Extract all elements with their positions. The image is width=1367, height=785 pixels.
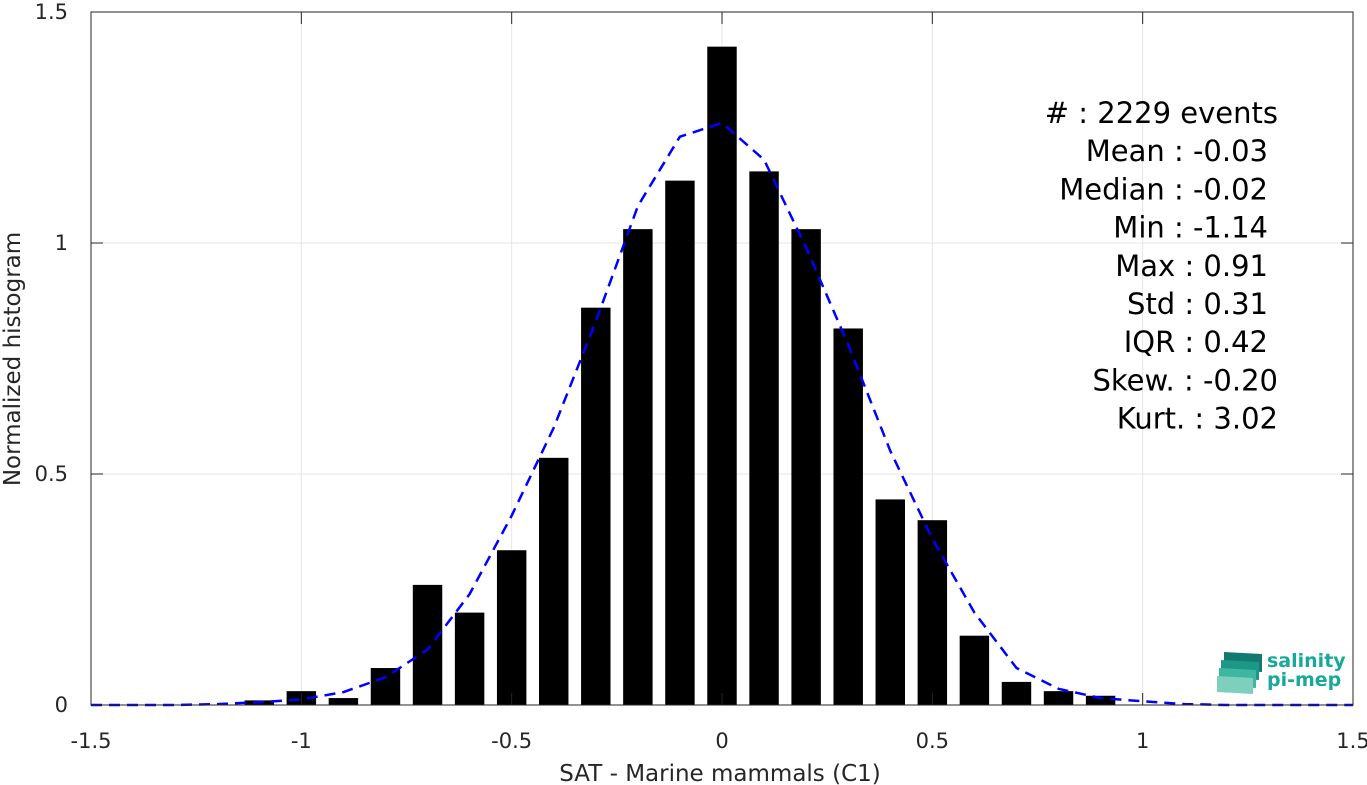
y-tick-label: 1.5 (35, 0, 68, 24)
wave-logo-icon (1217, 652, 1262, 694)
y-tick-label: 0 (55, 693, 68, 717)
fit-curve (91, 121, 1353, 707)
histogram-bar (539, 457, 569, 705)
histogram-bar (875, 499, 905, 705)
y-tick-labels: 0 0.5 1 1.5 (35, 0, 68, 717)
stats-line: Mean : -0.03 (1086, 134, 1268, 168)
histogram-bar (1085, 695, 1116, 705)
stats-annotation: # : 2229 events Mean : -0.03 Median : -0.0… (1045, 96, 1278, 436)
x-tick-label: -1.5 (71, 729, 112, 753)
y-tick-label: 0.5 (35, 462, 68, 486)
histogram-bar (791, 229, 821, 705)
x-tick-label: 1 (1136, 729, 1149, 753)
histogram-bar (1043, 691, 1074, 705)
x-tick-label: -1 (291, 729, 312, 753)
salinity-pi-mep-logo: salinity pi-mep (1217, 650, 1346, 694)
histogram-bar (454, 612, 485, 705)
logo-text-line1: salinity (1267, 650, 1346, 672)
x-tick-label: -0.5 (491, 729, 532, 753)
histogram-bar (707, 46, 737, 705)
histogram-bar (1001, 681, 1032, 705)
x-axis-label: SAT - Marine mammals (C1) (559, 761, 881, 785)
histogram-bar (917, 520, 948, 705)
x-tick-label: 0.5 (916, 729, 949, 753)
y-axis-label: Normalized histogram (0, 232, 26, 486)
histogram-bar (496, 550, 527, 705)
histogram-bar (833, 328, 863, 705)
histogram-bars (244, 46, 1116, 705)
stats-line: # : 2229 events (1045, 96, 1278, 130)
x-tick-label: 1.5 (1336, 729, 1367, 753)
stats-line: Skew. : -0.20 (1092, 363, 1278, 397)
x-tick-labels: -1.5 -1 -0.5 0 0.5 1 1.5 (71, 729, 1367, 753)
stats-line: Min : -1.14 (1113, 211, 1268, 245)
histogram-bar (959, 635, 990, 705)
x-tick-label: 0 (715, 729, 728, 753)
histogram-bar (581, 307, 611, 705)
histogram-bar (749, 171, 779, 705)
y-tick-label: 1 (55, 231, 68, 255)
histogram-bar (328, 698, 359, 705)
histogram-bar (412, 584, 443, 705)
logo-text-line2: pi-mep (1267, 669, 1341, 691)
stats-line: IQR : 0.42 (1124, 325, 1268, 359)
axis-ticks (90, 11, 1354, 706)
stats-line: Max : 0.91 (1115, 249, 1268, 283)
histogram-bar (370, 668, 401, 705)
histogram-bar (623, 229, 653, 705)
stats-line: Kurt. : 3.02 (1117, 402, 1278, 436)
stats-line: Std : 0.31 (1127, 287, 1268, 321)
histogram-bar (665, 180, 695, 705)
stats-line: Median : -0.02 (1059, 172, 1268, 206)
